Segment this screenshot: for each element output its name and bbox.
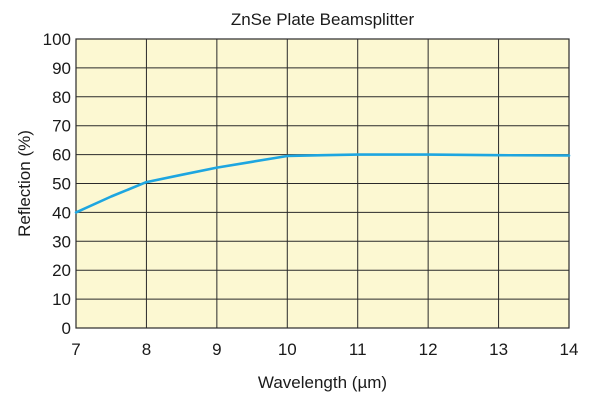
x-tick-label: 13 <box>489 340 508 359</box>
x-axis-ticks: 7 8 9 10 11 12 13 14 <box>71 340 578 359</box>
y-tick-label: 30 <box>52 232 71 251</box>
x-tick-label: 11 <box>349 340 367 359</box>
x-tick-label: 14 <box>560 340 579 359</box>
plot-area-frame <box>75 38 570 329</box>
y-tick-label: 10 <box>52 290 71 309</box>
x-tick-label: 12 <box>419 340 438 359</box>
chart-title: ZnSe Plate Beamsplitter <box>231 10 415 29</box>
y-tick-label: 60 <box>52 146 71 165</box>
x-tick-label: 7 <box>71 340 80 359</box>
series-layer <box>74 153 571 214</box>
y-tick-label: 0 <box>62 319 71 338</box>
y-tick-label: 20 <box>52 261 71 280</box>
y-axis-ticks: 0 10 20 30 40 50 60 70 80 90 100 <box>43 30 71 338</box>
y-axis-label: Reflection (%) <box>15 130 34 237</box>
y-tick-label: 50 <box>52 175 71 194</box>
y-tick-label: 100 <box>43 30 71 49</box>
y-tick-label: 90 <box>52 59 71 78</box>
x-axis-label: Wavelength (µm) <box>258 373 387 392</box>
x-tick-label: 9 <box>212 340 221 359</box>
y-tick-label: 80 <box>52 88 71 107</box>
reflection-series-line <box>74 153 571 214</box>
y-tick-label: 40 <box>52 203 71 222</box>
x-tick-label: 8 <box>142 340 151 359</box>
x-tick-label: 10 <box>278 340 297 359</box>
y-tick-label: 70 <box>52 117 71 136</box>
